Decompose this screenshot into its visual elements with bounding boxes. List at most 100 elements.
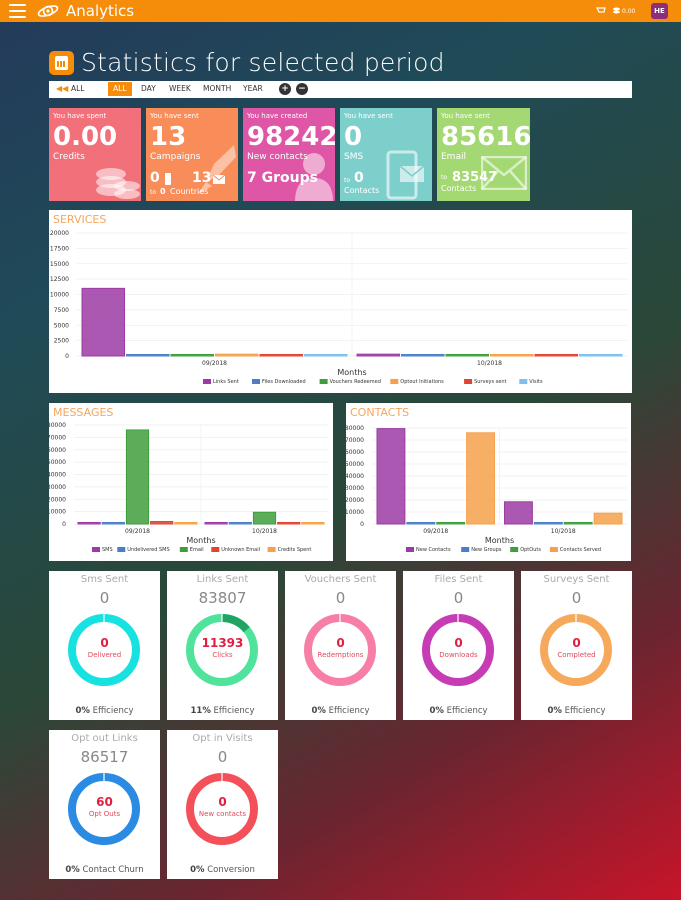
legend-label: Unknown Email <box>221 547 260 553</box>
donut-track <box>540 614 612 686</box>
bar-visits <box>579 354 623 357</box>
legend-label: Contacts Served <box>560 547 601 553</box>
x-tick-label: 09/2018 <box>423 528 448 535</box>
legend-label: Email <box>190 547 204 553</box>
rocket-icon <box>198 145 236 194</box>
tile-intro: You have sent <box>150 112 199 120</box>
donut-title: Opt out Links <box>71 733 138 744</box>
x-axis-label: Months <box>186 536 215 545</box>
y-tick-label: 80000 <box>49 422 66 429</box>
calendar-icon <box>49 51 74 75</box>
filter-period-day[interactable]: DAY <box>141 84 156 93</box>
y-tick-label: 80000 <box>346 425 364 432</box>
tile-value: 85616 <box>441 122 530 152</box>
legend-swatch <box>203 379 211 384</box>
tile-intro: You have created <box>247 112 308 120</box>
y-tick-label: 5000 <box>54 322 69 329</box>
bar-files-downloaded <box>401 354 445 357</box>
app-logo-icon <box>37 5 59 17</box>
donut-footer: 0% Conversion <box>167 865 278 875</box>
bar-optout-initiations <box>490 354 534 357</box>
tile-sub-label: Countries <box>170 187 209 196</box>
period-filter-bar: ◀◀ ALL ALL DAY WEEK MONTH YEAR + − <box>49 81 632 98</box>
donut-ring <box>186 773 258 845</box>
donut-percent: 11% <box>190 706 211 716</box>
top-bar: Analytics 0.00 HE <box>0 0 681 22</box>
donut-number: 0 <box>335 589 346 607</box>
coins-stack-icon <box>96 168 140 199</box>
donut-footer: 0% Efficiency <box>285 706 396 716</box>
donut-metric: Conversion <box>207 865 255 875</box>
bar-surveys-sent <box>534 354 578 357</box>
tile-label: SMS <box>344 152 364 162</box>
legend-swatch <box>549 547 558 552</box>
y-tick-label: 7500 <box>54 307 69 314</box>
avatar[interactable]: HE <box>651 3 668 19</box>
donut-number: 0 <box>453 589 464 607</box>
y-tick-label: 10000 <box>346 509 364 516</box>
cart-icon[interactable] <box>596 6 606 15</box>
x-tick-label: 10/2018 <box>477 360 502 367</box>
app-title: Analytics <box>66 2 135 20</box>
tile-sub-value: 0 <box>354 170 364 186</box>
y-tick-label: 30000 <box>49 484 66 491</box>
contacts-card: CONTACTS 80000 70000 60000 50000 40000 30000 2… <box>346 403 631 561</box>
tile-sub-sms: 0 <box>150 170 160 186</box>
donut-metric: Efficiency <box>564 706 606 716</box>
donut-center-label: Completed <box>557 651 596 659</box>
services-chart: 20000 17500 15000 12500 10000 7500 5000 2500 0 09… <box>50 230 627 385</box>
tile-sub-label: Contacts <box>344 186 380 195</box>
donut-metric: Efficiency <box>446 706 488 716</box>
donut-track <box>422 614 494 686</box>
tile-label: Credits <box>53 152 85 162</box>
menu-icon[interactable] <box>9 4 26 18</box>
donut-center-value: 0 <box>336 636 345 650</box>
zoom-out-icon[interactable]: − <box>296 83 308 95</box>
tile-value: 0 <box>344 122 363 152</box>
legend-label: Links Sent <box>213 379 239 385</box>
filter-period-all[interactable]: ALL <box>108 82 132 96</box>
filter-period-month[interactable]: MONTH <box>203 84 232 93</box>
donut-card-surveys-sent: Surveys Sent 0 0 Completed 0% Efficiency <box>521 571 632 720</box>
x-tick-label: 10/2018 <box>252 528 277 535</box>
tile-sub-to: to <box>344 177 351 184</box>
donut-footer: 0% Contact Churn <box>49 865 160 875</box>
prev-arrow-icon[interactable]: ◀◀ <box>56 84 69 93</box>
tile-sub-label: Contacts <box>441 184 477 193</box>
donut-title: Surveys Sent <box>543 574 610 585</box>
tile-contacts: You have created 98242 New contacts 7 Gr… <box>243 108 335 201</box>
donut-track <box>68 614 140 686</box>
y-tick-label: 70000 <box>346 437 364 444</box>
tile-sub-to: to <box>150 189 157 196</box>
y-tick-label: 30000 <box>346 485 364 492</box>
services-card: SERVICES 20000 17500 15000 12500 10000 7500 50… <box>49 210 632 393</box>
bar-email <box>252 511 277 525</box>
donut-percent: 0% <box>429 706 444 716</box>
tile-intro: You have sent <box>344 112 393 120</box>
zoom-in-icon[interactable]: + <box>279 83 291 95</box>
donut-ring <box>422 614 494 686</box>
legend-label: Surveys sent <box>474 379 506 385</box>
y-tick-label: 12500 <box>50 276 69 283</box>
tile-label: New contacts <box>247 152 308 162</box>
filter-period-week[interactable]: WEEK <box>169 84 191 93</box>
donut-center-label: Opt Outs <box>88 810 121 818</box>
tile-campaigns: You have sent 13 Campaigns 0 13 to 0 Cou… <box>146 108 238 201</box>
tile-label: Campaigns <box>150 152 201 162</box>
donut-number: 0 <box>571 589 582 607</box>
filter-all-label[interactable]: ALL <box>71 84 85 93</box>
donut-card-vouchers-sent: Vouchers Sent 0 0 Redemptions 0% Efficie… <box>285 571 396 720</box>
filter-period-year[interactable]: YEAR <box>243 84 263 93</box>
bar-sms <box>204 522 228 525</box>
tile-sms: You have sent 0 SMS to 0 Contacts <box>340 108 432 201</box>
x-axis-label: Months <box>485 536 514 545</box>
bar-credits-spent <box>301 522 325 525</box>
bar-vouchers-redeemed <box>170 354 214 357</box>
legend-swatch <box>92 547 100 552</box>
donut-center-value: 0 <box>454 636 463 650</box>
x-tick-label: 10/2018 <box>551 528 576 535</box>
bar-visits <box>304 354 348 357</box>
donut-footer: 0% Efficiency <box>49 706 160 716</box>
donut-center-label: Redemptions <box>317 651 364 659</box>
y-tick-label: 10000 <box>49 509 66 516</box>
